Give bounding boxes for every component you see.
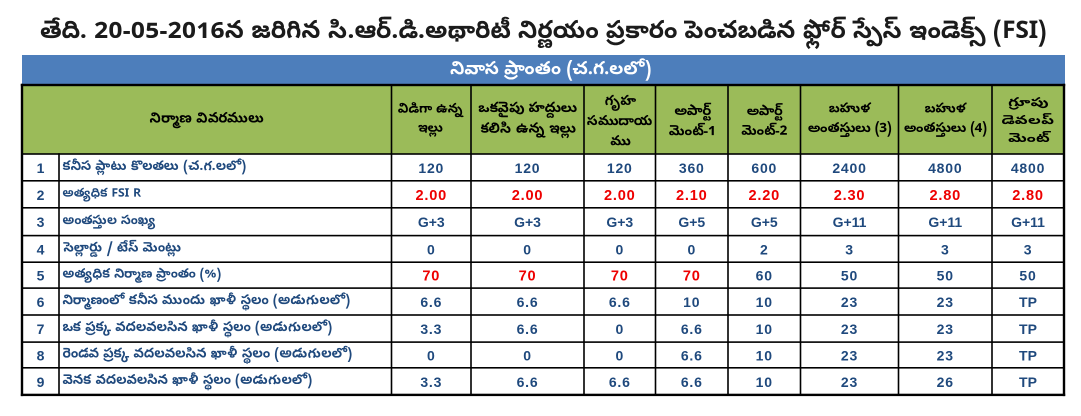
- svg-text:TP: TP: [1019, 321, 1037, 337]
- svg-text:6.6: 6.6: [609, 374, 631, 390]
- svg-text:23: 23: [937, 321, 954, 337]
- svg-text:6: 6: [37, 294, 45, 310]
- svg-text:3.3: 3.3: [420, 321, 442, 337]
- svg-text:120: 120: [607, 160, 633, 176]
- svg-text:6.6: 6.6: [517, 321, 539, 337]
- svg-text:3: 3: [845, 241, 854, 257]
- svg-text:6.6: 6.6: [420, 294, 442, 310]
- svg-text:0: 0: [427, 241, 436, 257]
- svg-text:23: 23: [841, 321, 858, 337]
- svg-text:0: 0: [615, 348, 624, 364]
- svg-text:70: 70: [422, 269, 440, 285]
- svg-text:2.00: 2.00: [415, 188, 447, 204]
- svg-text:G+11: G+11: [833, 214, 867, 230]
- svg-text:2: 2: [37, 187, 45, 203]
- svg-text:3: 3: [37, 214, 45, 230]
- svg-text:23: 23: [841, 374, 858, 390]
- svg-text:G+3: G+3: [418, 214, 445, 230]
- svg-text:3: 3: [941, 241, 950, 257]
- svg-text:6.6: 6.6: [681, 374, 703, 390]
- svg-text:1: 1: [37, 160, 45, 176]
- svg-text:3: 3: [1024, 241, 1033, 257]
- svg-text:26: 26: [937, 374, 954, 390]
- svg-text:70: 70: [519, 269, 537, 285]
- svg-text:4800: 4800: [1011, 160, 1045, 176]
- svg-text:50: 50: [1019, 268, 1036, 284]
- svg-text:2.10: 2.10: [676, 188, 708, 204]
- svg-text:6.6: 6.6: [681, 321, 703, 337]
- svg-text:G+11: G+11: [1011, 214, 1045, 230]
- svg-text:G+3: G+3: [514, 214, 541, 230]
- svg-text:2.80: 2.80: [929, 188, 961, 204]
- svg-text:10: 10: [756, 348, 773, 364]
- svg-text:6.6: 6.6: [517, 294, 539, 310]
- svg-text:2.00: 2.00: [604, 188, 636, 204]
- svg-text:0: 0: [427, 348, 436, 364]
- svg-text:50: 50: [841, 268, 858, 284]
- svg-text:8: 8: [37, 348, 45, 364]
- svg-text:10: 10: [756, 374, 773, 390]
- svg-text:70: 70: [683, 269, 701, 285]
- svg-text:7: 7: [37, 321, 45, 337]
- svg-text:120: 120: [515, 160, 541, 176]
- svg-text:G+3: G+3: [606, 214, 633, 230]
- svg-text:23: 23: [937, 294, 954, 310]
- svg-text:2: 2: [760, 241, 769, 257]
- svg-text:50: 50: [937, 268, 954, 284]
- svg-text:70: 70: [611, 269, 629, 285]
- svg-text:TP: TP: [1019, 348, 1037, 364]
- svg-text:23: 23: [937, 348, 954, 364]
- svg-text:G+5: G+5: [751, 214, 778, 230]
- svg-text:0: 0: [523, 241, 532, 257]
- svg-text:60: 60: [756, 268, 773, 284]
- svg-text:23: 23: [841, 348, 858, 364]
- svg-text:600: 600: [751, 160, 777, 176]
- svg-text:2400: 2400: [832, 160, 866, 176]
- svg-text:TP: TP: [1019, 374, 1037, 390]
- svg-text:4: 4: [37, 241, 45, 257]
- svg-text:2.00: 2.00: [512, 188, 544, 204]
- svg-text:6.6: 6.6: [609, 294, 631, 310]
- svg-text:G+11: G+11: [928, 214, 962, 230]
- svg-text:10: 10: [756, 294, 773, 310]
- svg-text:23: 23: [841, 294, 858, 310]
- svg-text:2.20: 2.20: [748, 188, 780, 204]
- svg-text:TP: TP: [1019, 294, 1037, 310]
- svg-text:5: 5: [37, 268, 45, 284]
- svg-text:120: 120: [418, 160, 444, 176]
- svg-text:2.80: 2.80: [1012, 188, 1044, 204]
- svg-text:6.6: 6.6: [517, 374, 539, 390]
- svg-text:3.3: 3.3: [420, 374, 442, 390]
- svg-text:4800: 4800: [928, 160, 962, 176]
- svg-text:360: 360: [679, 160, 705, 176]
- svg-text:0: 0: [615, 241, 624, 257]
- svg-text:2.30: 2.30: [834, 188, 866, 204]
- svg-text:G+5: G+5: [678, 214, 705, 230]
- svg-text:10: 10: [756, 321, 773, 337]
- svg-text:0: 0: [615, 321, 624, 337]
- svg-text:0: 0: [523, 348, 532, 364]
- svg-text:6.6: 6.6: [681, 348, 703, 364]
- svg-text:0: 0: [687, 241, 696, 257]
- svg-text:9: 9: [37, 374, 45, 390]
- svg-text:10: 10: [683, 294, 700, 310]
